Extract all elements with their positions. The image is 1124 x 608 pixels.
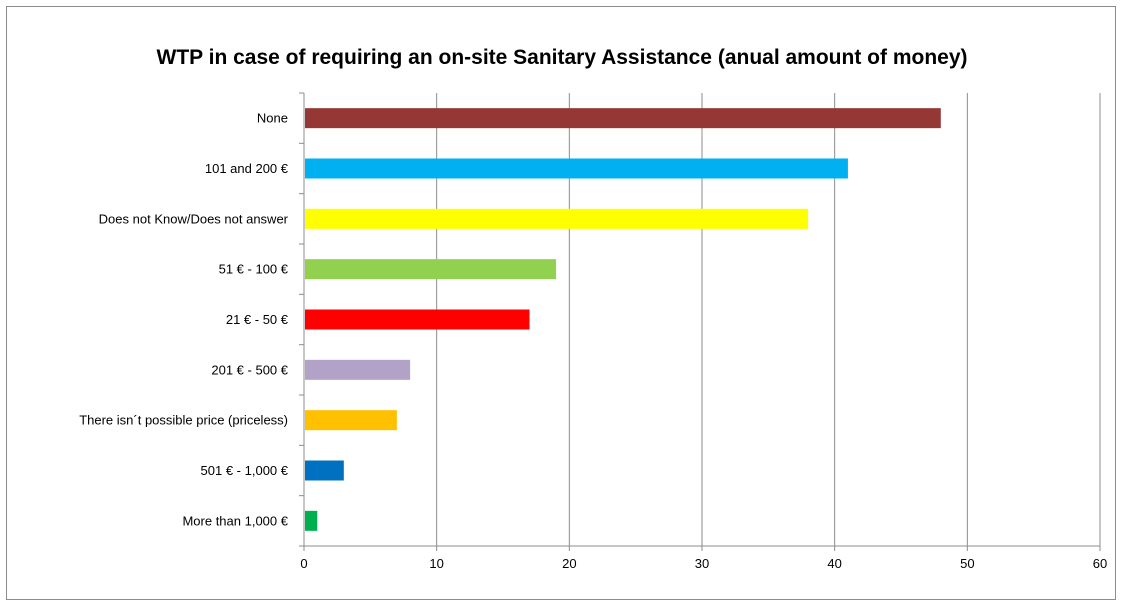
bar [305,309,530,330]
x-tick-label: 30 [695,556,709,571]
bar [305,460,344,481]
bar [305,158,848,179]
chart-title: WTP in case of requiring an on-site Sani… [156,46,968,69]
x-tick-label: 50 [960,556,974,571]
x-tick-label: 20 [562,556,576,571]
category-label: 21 € - 50 € [226,312,289,327]
category-label: None [257,111,288,126]
bar [305,510,318,531]
bar [305,359,411,380]
bar [305,259,557,280]
category-label: Does not Know/Does not answer [99,211,289,226]
bar [305,208,809,229]
bar [305,410,397,431]
category-label: More than 1,000 € [182,513,288,528]
x-tick-label: 0 [300,556,307,571]
bar [305,108,941,129]
chart-frame [6,6,1116,600]
x-tick-label: 40 [827,556,841,571]
category-label: There isn´t possible price (priceless) [79,413,288,428]
x-tick-label: 10 [429,556,443,571]
category-label: 201 € - 500 € [211,362,288,377]
x-tick-label: 60 [1093,556,1107,571]
category-label: 51 € - 100 € [219,262,289,277]
category-label: 101 and 200 € [205,161,289,176]
category-label: 501 € - 1,000 € [201,463,289,478]
